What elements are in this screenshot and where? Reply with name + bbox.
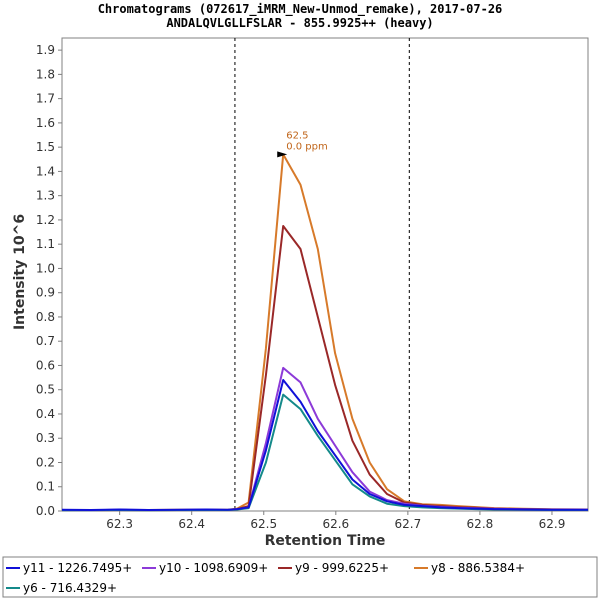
y-tick-label: 1.7 (36, 92, 55, 106)
y-tick-label: 1.1 (36, 237, 55, 251)
y-tick-label: 0.5 (36, 383, 55, 397)
y-tick-label: 0.3 (36, 431, 55, 445)
y-tick-label: 0.8 (36, 310, 55, 324)
y-tick-label: 0.4 (36, 407, 55, 421)
y-axis-label: Intensity 10^6 (12, 214, 28, 330)
y-tick-label: 0.9 (36, 286, 55, 300)
x-tick-label: 62.7 (395, 517, 422, 531)
y-tick-label: 1.8 (36, 67, 55, 81)
x-tick-label: 62.8 (467, 517, 494, 531)
y-tick-label: 1.5 (36, 140, 55, 154)
y-tick-label: 0.2 (36, 455, 55, 469)
x-tick-label: 62.9 (539, 517, 566, 531)
peak-ppm-label: 0.0 ppm (286, 141, 328, 152)
chart-title: Chromatograms (072617_iMRM_New-Unmod_rem… (98, 2, 503, 17)
y-tick-label: 1.2 (36, 213, 55, 227)
legend-frame (2, 556, 598, 598)
x-tick-label: 62.5 (250, 517, 277, 531)
series-line-y11 (61, 379, 588, 511)
y-tick-label: 0.0 (36, 504, 55, 518)
y-tick-label: 1.6 (36, 116, 55, 130)
legend-entry: y8 - 886.5384+ (431, 561, 525, 575)
legend: y11 - 1226.7495+ y10 - 1098.6909+ y9 - 999… (2, 556, 598, 598)
legend-entry: y10 - 1098.6909+ (159, 561, 268, 575)
y-tick-label: 0.7 (36, 334, 55, 348)
x-axis-label: Retention Time (265, 533, 386, 549)
y-tick-label: 1.0 (36, 261, 55, 275)
peak-rt-label: 62.5 (286, 130, 308, 141)
y-tick-label: 1.3 (36, 189, 55, 203)
chart-subtitle: ANDALQVLGLLFSLAR - 855.9925++ (heavy) (166, 16, 433, 30)
y-tick-label: 1.9 (36, 43, 55, 57)
y-tick-label: 0.6 (36, 358, 55, 372)
legend-entry: y6 - 716.4329+ (23, 581, 117, 595)
legend-entry: y11 - 1226.7495+ (23, 561, 132, 575)
x-tick-label: 62.3 (106, 517, 133, 531)
x-tick-label: 62.6 (322, 517, 349, 531)
plot-area: 0.0 0.1 0.2 0.3 0.4 0.5 0.6 0.7 0.8 0.9 1.0 1.1 1.2 1… (36, 37, 589, 531)
plot-frame (61, 37, 589, 512)
y-tick-label: 1.4 (36, 164, 55, 178)
peak-marker (277, 151, 288, 158)
legend-entry: y9 - 999.6225+ (295, 561, 389, 575)
x-tick-label: 62.4 (178, 517, 205, 531)
y-tick-label: 0.1 (36, 480, 55, 494)
